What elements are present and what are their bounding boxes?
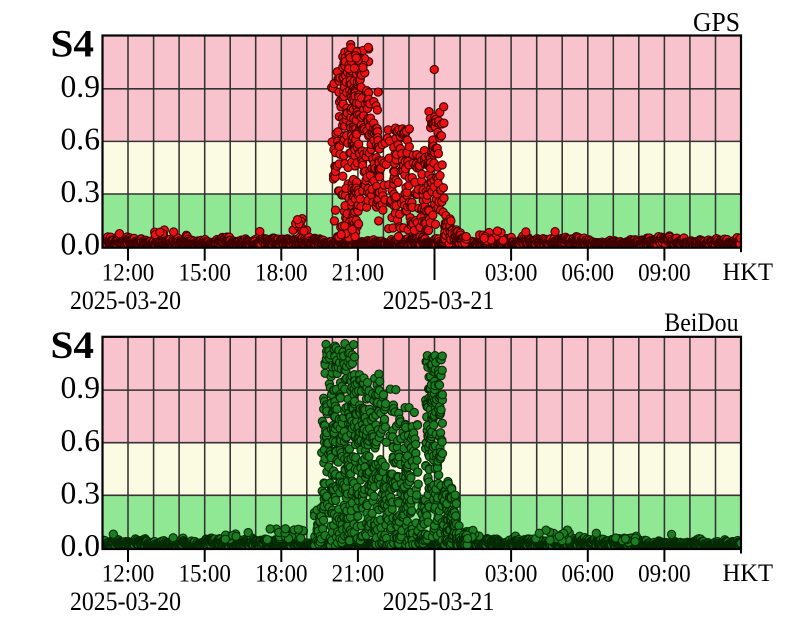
svg-text:0.9: 0.9 (61, 68, 101, 104)
svg-text:0.3: 0.3 (61, 173, 101, 209)
svg-text:21:00: 21:00 (332, 257, 385, 286)
svg-text:HKT: HKT (723, 257, 774, 286)
svg-text:15:00: 15:00 (178, 257, 231, 286)
svg-text:03:00: 03:00 (485, 257, 538, 286)
svg-text:2025-03-21: 2025-03-21 (383, 286, 495, 315)
svg-text:12:00: 12:00 (102, 257, 155, 286)
svg-text:2025-03-20: 2025-03-20 (70, 286, 181, 315)
svg-text:0.6: 0.6 (61, 121, 101, 157)
svg-text:0.0: 0.0 (61, 226, 101, 262)
svg-text:GPS: GPS (693, 7, 740, 37)
svg-text:09:00: 09:00 (638, 257, 691, 286)
svg-text:06:00: 06:00 (562, 257, 615, 286)
svg-text:S4: S4 (51, 23, 95, 66)
svg-text:18:00: 18:00 (255, 257, 308, 286)
